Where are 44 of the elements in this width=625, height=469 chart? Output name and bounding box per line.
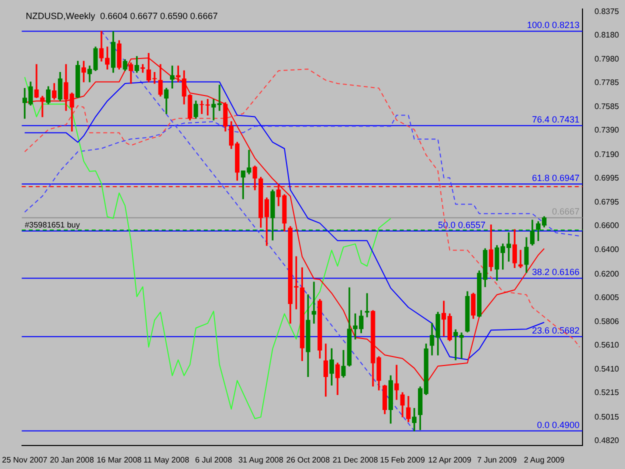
y-tick-label: 0.6200 [594,269,620,278]
candlestick [34,64,39,98]
x-tick-label: 25 Nov 2007 [2,455,48,464]
ref-line-label: 76.4 0.7431 [532,114,580,125]
y-tick-label: 0.7980 [594,54,620,64]
y-tick-label: 0.5610 [594,340,620,350]
candlestick [312,282,316,324]
ref-line-label: 50.0 0.6557 [438,220,486,230]
y-tick-label: 0.5806 [594,316,620,326]
candlestick [246,150,252,174]
ref-line-label: 100.0 0.8213 [526,20,580,30]
y-tick-label: 0.4820 [594,436,620,445]
x-tick-label: 21 Dec 2008 [332,455,378,464]
x-tick-label: 20 Jan 2008 [50,455,94,464]
y-tick-label: 0.6995 [594,173,620,182]
ref-line-label: 61.8 0.6947 [532,172,580,183]
y-tick-label: 0.5015 [594,412,620,422]
x-tick-label: 12 Apr 2009 [428,455,472,464]
chart-title: NZDUSD,Weekly 0.6604 0.6677 0.6590 0.6667 [26,10,218,21]
y-tick-label: 0.6400 [594,245,620,254]
ref-line-label: 38.2 0.6166 [532,267,580,278]
ref-line-label: 0.0 0.4900 [536,420,580,430]
x-tick-label: 7 Jun 2009 [477,455,518,464]
y-tick-label: 0.6005 [594,292,620,302]
x-tick-label: 31 Aug 2008 [238,455,284,464]
y-tick-label: 0.8180 [594,30,620,40]
x-tick-label: 26 Oct 2008 [286,455,330,464]
y-tick-label: 0.5410 [594,364,620,374]
x-tick-label: 15 Feb 2009 [380,455,426,464]
ref-line-label: 23.6 0.5682 [532,326,580,336]
x-tick-label: 2 Aug 2009 [524,455,565,464]
y-tick-label: 0.6795 [594,198,620,207]
x-tick-label: 16 Mar 2008 [96,455,142,464]
y-tick-label: 0.7390 [594,126,620,135]
candlestick [459,332,464,359]
y-tick-label: 0.7785 [594,78,620,88]
annotation: #35981651 buy [24,220,80,230]
y-tick-label: 0.7585 [594,102,620,112]
y-tick-label: 0.8375 [594,6,620,16]
y-tick-label: 0.6600 [594,221,620,230]
y-tick-label: 0.7190 [594,150,620,159]
y-tick-label: 0.5215 [594,388,620,398]
x-tick-label: 11 May 2008 [144,455,190,464]
x-tick-label: 6 Jul 2008 [195,455,233,464]
